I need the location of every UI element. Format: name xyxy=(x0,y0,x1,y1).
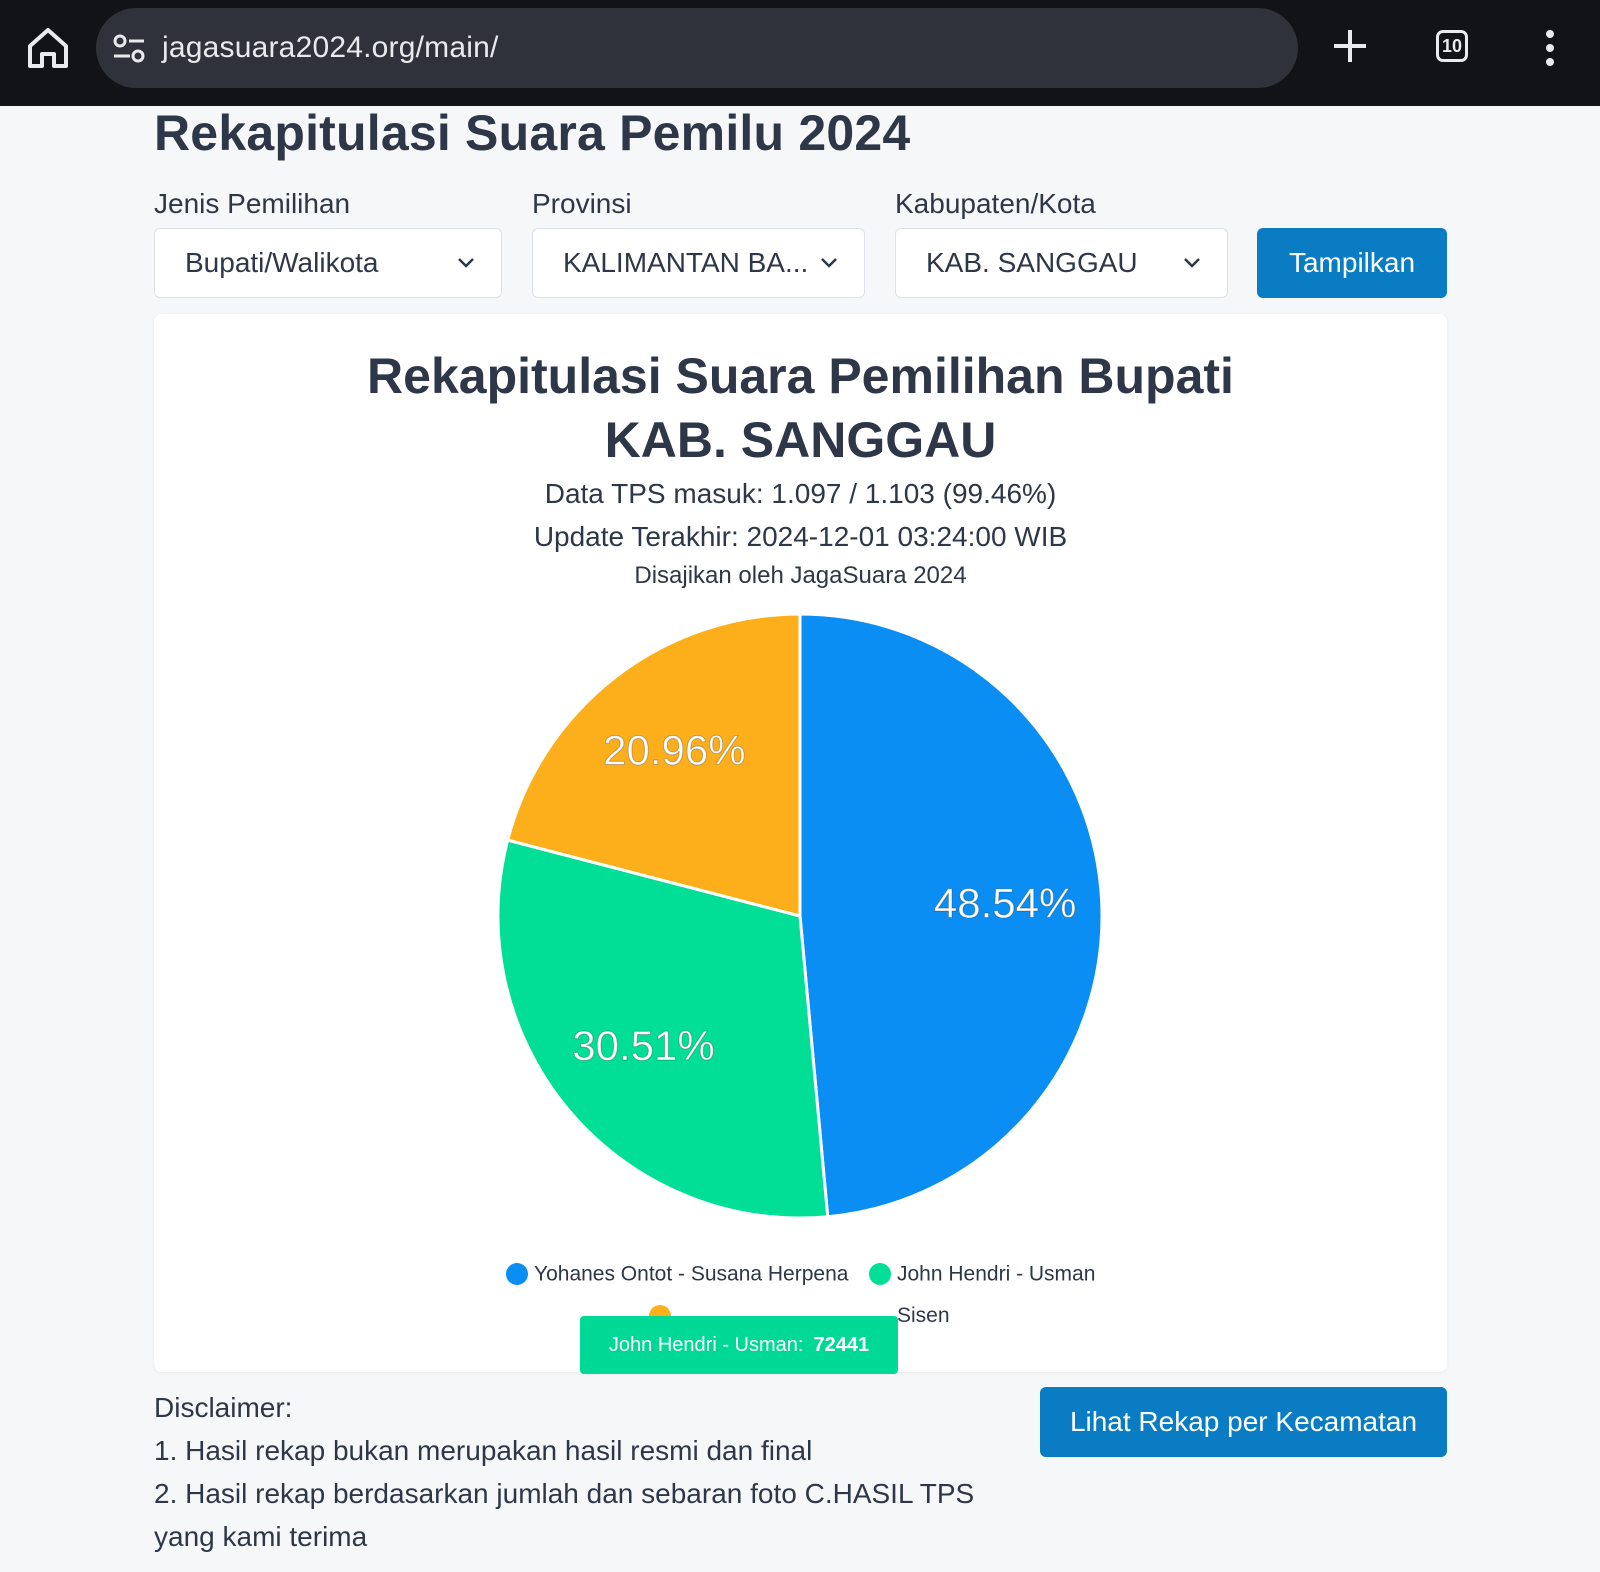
disclaimer-line: 1. Hasil rekap bukan merupakan hasil res… xyxy=(154,1435,813,1466)
pie-chart: 48.54% 30.51% 20.96% xyxy=(496,612,1104,1220)
pie-slice-label: 20.96% xyxy=(603,727,745,774)
chart-title-line1: Rekapitulasi Suara Pemilihan Bupati xyxy=(367,348,1234,404)
jenis-pemilihan-select[interactable]: Bupati/Walikota xyxy=(154,228,502,298)
provinsi-select[interactable]: KALIMANTAN BA... xyxy=(532,228,865,298)
tooltip-name: John Hendri - Usman: xyxy=(608,1334,804,1356)
kabupaten-label: Kabupaten/Kota xyxy=(895,188,1096,219)
chart-card: Rekapitulasi Suara Pemilihan Bupati KAB.… xyxy=(154,314,1447,1372)
pie-slice[interactable] xyxy=(798,612,1104,1219)
pie-slice-label: 48.54% xyxy=(934,880,1076,927)
provinsi-value: KALIMANTAN BA... xyxy=(563,247,809,278)
more-vert-icon[interactable] xyxy=(1540,28,1560,68)
provinsi-label: Provinsi xyxy=(532,188,632,219)
kabupaten-value: KAB. SANGGAU xyxy=(926,247,1138,278)
chevron-down-icon xyxy=(1184,258,1200,268)
legend-label: John Hendri - Usman xyxy=(897,1262,1096,1286)
legend-item[interactable]: Yohanes Ontot - Susana Herpena xyxy=(506,1262,848,1292)
legend-label: Sisen xyxy=(897,1304,950,1328)
kabupaten-select[interactable]: KAB. SANGGAU xyxy=(895,228,1228,298)
tabs-icon[interactable]: 10 xyxy=(1436,30,1468,62)
chevron-down-icon xyxy=(821,258,837,268)
disclaimer-line: yang kami terima xyxy=(154,1521,368,1552)
disclaimer-heading: Disclaimer: xyxy=(154,1392,293,1423)
plus-icon[interactable] xyxy=(1330,26,1370,66)
legend-item[interactable]: John Hendri - Usman xyxy=(869,1262,1095,1292)
chart-title-line2: KAB. SANGGAU xyxy=(604,412,997,468)
chevron-down-icon xyxy=(458,258,474,268)
tampilkan-button[interactable]: Tampilkan xyxy=(1257,228,1447,298)
jenis-pemilihan-value: Bupati/Walikota xyxy=(185,247,379,278)
legend-dot xyxy=(869,1263,891,1286)
tooltip-value: 72441 xyxy=(813,1334,870,1356)
pie-slice[interactable] xyxy=(505,612,802,918)
legend-label: Yohanes Ontot - Susana Herpena xyxy=(534,1262,849,1286)
tps-info: Data TPS masuk: 1.097 / 1.103 (99.46%) xyxy=(544,478,1057,509)
url-text[interactable]: jagasuara2024.org/main/ xyxy=(162,31,499,64)
legend-dot xyxy=(506,1263,528,1286)
pie-slice-label: 30.51% xyxy=(572,1022,714,1069)
chart-tooltip: John Hendri - Usman: 72441 xyxy=(580,1316,898,1374)
lihat-rekap-kecamatan-button[interactable]: Lihat Rekap per Kecamatan xyxy=(1040,1387,1447,1457)
disclaimer-line: 2. Hasil rekap berdasarkan jumlah dan se… xyxy=(154,1478,975,1509)
chart-credit: Disajikan oleh JagaSuara 2024 xyxy=(634,562,967,589)
browser-toolbar: jagasuara2024.org/main/ 10 xyxy=(0,0,1600,106)
home-icon[interactable] xyxy=(22,22,74,74)
page-title: Rekapitulasi Suara Pemilu 2024 xyxy=(154,105,911,161)
address-bar[interactable]: jagasuara2024.org/main/ xyxy=(96,8,1298,88)
last-update: Update Terakhir: 2024-12-01 03:24:00 WIB xyxy=(533,521,1068,552)
pie-slice[interactable] xyxy=(496,838,830,1220)
jenis-pemilihan-label: Jenis Pemilihan xyxy=(154,188,351,219)
site-settings-icon[interactable] xyxy=(112,32,146,66)
